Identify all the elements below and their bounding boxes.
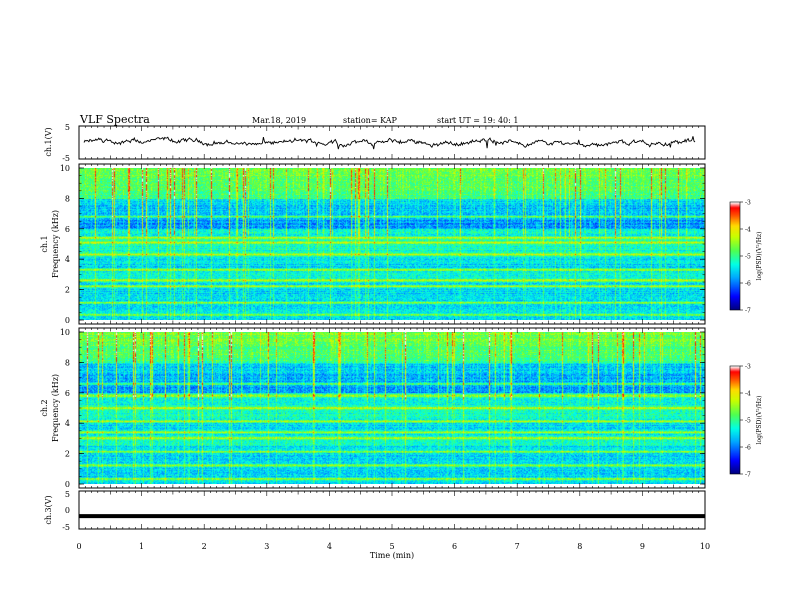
ch2-colorbar-label: log(PSD)(V²/Hz) xyxy=(756,396,763,445)
ch2-spectrogram-ylabel-line2: Frequency (kHz) xyxy=(51,374,60,442)
ch1-spectrogram-ylabel-line2: Frequency (kHz) xyxy=(51,210,60,278)
ch3-ytick-bottom: -5 xyxy=(62,523,70,532)
ch1-waveform-ylabel: ch.1(V) xyxy=(44,127,53,156)
ch1-colorbar-tick-1: -4 xyxy=(745,227,751,234)
figure-start-time: start UT = 19: 40: 1 xyxy=(437,116,518,125)
x-tick-label-2: 2 xyxy=(202,542,207,551)
figure-date: Mar.18, 2019 xyxy=(252,116,306,125)
ch1-waveform-panel: 5 -5 ch.1(V) xyxy=(44,123,706,163)
ch2-spectrogram-image xyxy=(79,332,705,484)
ch2-spectrogram-ylabel-line1: ch.2 xyxy=(40,399,49,416)
ch1-spectrogram-image xyxy=(79,168,705,320)
ch1-ytick-top: 5 xyxy=(65,123,70,132)
ch1-waveform-line xyxy=(83,136,696,150)
ch3-ytick-top: 5 xyxy=(65,490,70,499)
ch2-spectrogram-panel: 0 2 4 6 8 10 ch.2 Frequency (kHz) xyxy=(40,327,706,489)
ch2-spectrogram-ytick-8: 8 xyxy=(65,358,70,367)
ch1-colorbar-tick-4: -7 xyxy=(745,308,751,315)
x-tick-label-7: 7 xyxy=(515,542,520,551)
ch3-waveform-ylabel: ch.3(V) xyxy=(44,495,53,524)
ch2-spectrogram-ytick-10: 10 xyxy=(60,328,70,337)
ch2-colorbar-tick-1: -4 xyxy=(745,391,751,398)
ch1-spectrogram-ytick-0: 0 xyxy=(65,316,70,325)
ch2-spectrogram-ytick-4: 4 xyxy=(65,419,70,428)
ch1-colorbar-tick-0: -3 xyxy=(745,200,751,207)
ch1-spectrogram-ytick-2: 2 xyxy=(65,286,70,295)
ch2-spectrogram-ytick-2: 2 xyxy=(65,450,70,459)
ch1-ytick-bottom: -5 xyxy=(62,154,70,163)
ch1-colorbar-label: log(PSD)(V²/Hz) xyxy=(756,232,763,281)
ch3-waveform-panel: 5 0 -5 ch.3(V) xyxy=(44,490,706,532)
ch2-colorbar-tick-4: -7 xyxy=(745,472,751,479)
ch1-colorbar: -3 -4 -5 -6 -7 log(PSD)(V²/Hz) xyxy=(729,200,763,315)
x-tick-label-6: 6 xyxy=(452,542,457,551)
x-tick-label-5: 5 xyxy=(389,542,394,551)
ch1-spectrogram-ylabel-line1: ch.1 xyxy=(40,235,49,252)
x-tick-label-9: 9 xyxy=(640,542,645,551)
ch3-ytick-mid: 0 xyxy=(65,506,70,515)
ch1-colorbar-tick-2: -5 xyxy=(745,254,751,261)
ch2-colorbar: -3 -4 -5 -6 -7 log(PSD)(V²/Hz) xyxy=(729,364,763,479)
ch2-colorbar-gradient xyxy=(730,366,740,474)
x-axis-label: Time (min) xyxy=(370,551,414,560)
figure-station: station= KAP xyxy=(343,116,398,125)
ch3-waveform-frame xyxy=(78,490,706,530)
ch1-spectrogram-panel: 0 2 4 6 8 10 ch.1 Frequency (kHz) xyxy=(40,163,706,325)
ch1-spectrogram-ytick-8: 8 xyxy=(65,194,70,203)
x-tick-label-3: 3 xyxy=(264,542,269,551)
x-tick-label-8: 8 xyxy=(577,542,582,551)
ch1-spectrogram-ytick-4: 4 xyxy=(65,255,70,264)
ch1-spectrogram-ytick-6: 6 xyxy=(65,225,70,234)
ch2-spectrogram-ytick-6: 6 xyxy=(65,389,70,398)
figure-title: VLF Spectra xyxy=(79,113,150,126)
ch1-colorbar-tick-3: -6 xyxy=(745,281,751,288)
x-tick-label-0: 0 xyxy=(76,542,81,551)
x-tick-label-4: 4 xyxy=(327,542,332,551)
x-tick-label-1: 1 xyxy=(139,542,144,551)
x-tick-label-10: 10 xyxy=(700,542,710,551)
ch2-spectrogram-ytick-0: 0 xyxy=(65,480,70,489)
ch2-colorbar-tick-2: -5 xyxy=(745,418,751,425)
ch1-spectrogram-ytick-10: 10 xyxy=(60,164,70,173)
ch1-colorbar-gradient xyxy=(730,202,740,310)
ch2-colorbar-tick-3: -6 xyxy=(745,445,751,452)
ch2-colorbar-tick-0: -3 xyxy=(745,364,751,371)
